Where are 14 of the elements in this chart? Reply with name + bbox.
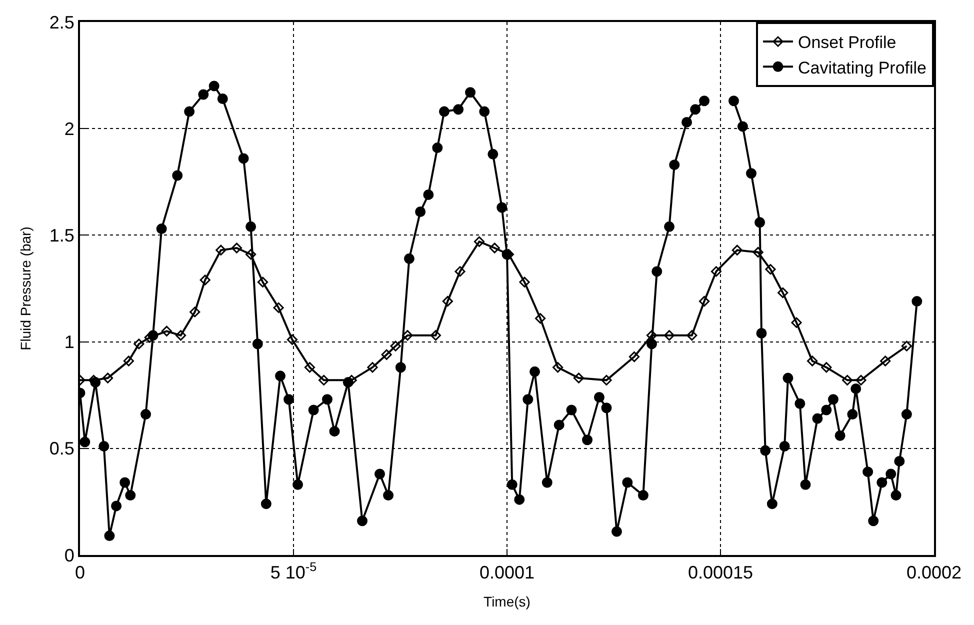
- y-tick-label: 2: [64, 118, 74, 139]
- y-tick-label: 2.5: [49, 12, 74, 32]
- y-axis-title: Fluid Pressure (bar): [17, 226, 34, 350]
- y-tick-label: 0: [64, 545, 74, 566]
- y-tick-label: 0.5: [49, 438, 74, 459]
- x-tick-label: 0.0001: [479, 562, 535, 583]
- x-tick-label: 0.00015: [688, 562, 754, 583]
- legend-label: Onset Profile: [798, 33, 896, 52]
- x-tick-label: 5 10$^{-5}$: [270, 560, 317, 583]
- x-axis-title: Time(s): [484, 593, 530, 610]
- legend-label: Cavitating Profile: [798, 58, 927, 78]
- y-tick-label: 1: [64, 332, 74, 352]
- y-tick-label: 1.5: [49, 226, 74, 246]
- x-tick-label: 0.0002: [906, 562, 962, 583]
